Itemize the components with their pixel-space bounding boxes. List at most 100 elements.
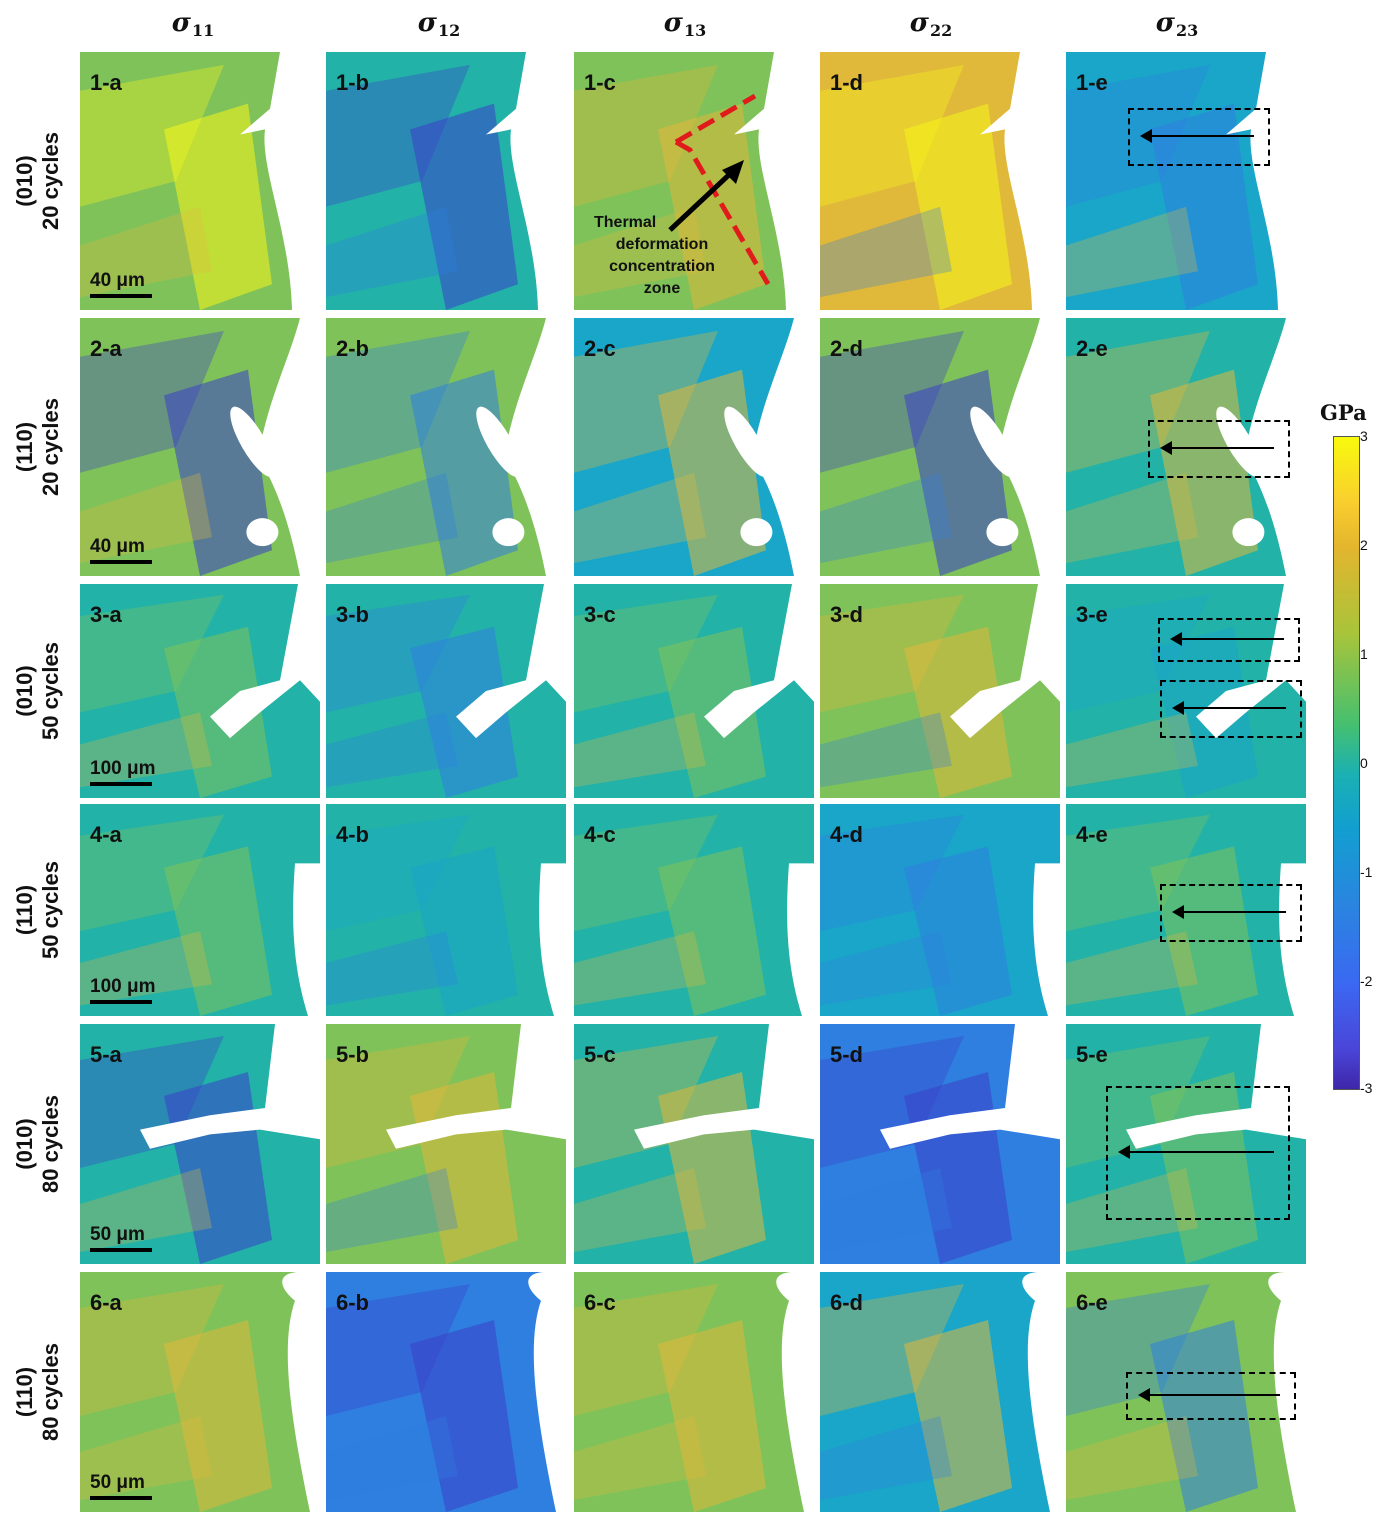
stress-map-panel: 1-a 40 μm <box>80 52 320 310</box>
stress-map-image <box>574 1272 814 1512</box>
column-header-s23: σ23 <box>1155 8 1199 40</box>
scale-bar-label: 40 μm <box>90 270 145 291</box>
stress-map-panel: 6-a 50 μm <box>80 1272 320 1512</box>
stress-map-panel: 5-d <box>820 1024 1060 1264</box>
stress-map-panel: 4-c <box>574 804 814 1016</box>
scale-bar-line <box>90 294 152 298</box>
colorbar-tick: 3 <box>1360 428 1368 444</box>
dashed-region-box <box>1128 108 1270 166</box>
colorbar-tick: -1 <box>1360 864 1373 880</box>
stress-map-image <box>574 584 814 798</box>
scale-bar-label: 100 μm <box>90 976 156 997</box>
left-arrow-icon <box>1172 905 1286 919</box>
panel-label: 3-b <box>336 602 369 627</box>
colorbar-tick: -3 <box>1360 1080 1373 1096</box>
column-header-s13: σ13 <box>663 8 707 40</box>
column-header-s12: σ12 <box>417 8 461 40</box>
stress-map-image <box>326 318 566 576</box>
row-label-6: (110) 80 cycles <box>12 1343 63 1441</box>
colorbar-tick: 0 <box>1360 755 1368 771</box>
panel-label: 2-e <box>1076 336 1108 361</box>
panel-label: 5-a <box>90 1042 122 1067</box>
stress-map-panel: 2-d <box>820 318 1060 576</box>
scale-bar: 100 μm <box>90 758 156 786</box>
panel-label: 5-c <box>584 1042 616 1067</box>
stress-map-image <box>326 52 566 310</box>
panel-label: 5-b <box>336 1042 369 1067</box>
scale-bar-line <box>90 1496 152 1500</box>
stress-map-panel: 4-a 100 μm <box>80 804 320 1016</box>
panel-label: 4-a <box>90 822 122 847</box>
stress-map-image <box>1066 1024 1306 1264</box>
panel-label: 2-d <box>830 336 863 361</box>
panel-label: 4-e <box>1076 822 1108 847</box>
annotation-line: Thermal <box>594 214 657 231</box>
stress-map-image <box>1066 1272 1306 1512</box>
row-label-3: (010) 50 cycles <box>12 642 63 740</box>
dashed-region-box <box>1160 884 1302 942</box>
scale-bar: 50 μm <box>90 1224 152 1252</box>
scale-bar-line <box>90 1248 152 1252</box>
stress-map-image <box>574 318 814 576</box>
panel-label: 2-c <box>584 336 616 361</box>
panel-label: 6-c <box>584 1290 616 1315</box>
panel-label: 3-c <box>584 602 616 627</box>
annotation-line: zone <box>643 280 681 297</box>
stress-map-image <box>326 584 566 798</box>
stress-map-image <box>80 318 320 576</box>
stress-map-image <box>574 804 814 1016</box>
panel-label: 4-c <box>584 822 616 847</box>
row-label-1: (010) 20 cycles <box>12 132 63 230</box>
panel-label: 2-a <box>90 336 122 361</box>
stress-map-panel: 1-e <box>1066 52 1306 310</box>
dashed-region-box <box>1126 1372 1296 1420</box>
panel-label: 6-e <box>1076 1290 1108 1315</box>
scale-bar: 100 μm <box>90 976 156 1004</box>
thermal-zone-annotation: Thermal deformation concentration zone <box>594 212 730 300</box>
stress-map-image <box>80 52 320 310</box>
scale-bar-label: 50 μm <box>90 1224 145 1245</box>
stress-map-panel: 4-b <box>326 804 566 1016</box>
stress-map-image <box>80 584 320 798</box>
annotation-line: deformation <box>615 236 709 253</box>
stress-map-image <box>820 804 1060 1016</box>
panel-label: 6-a <box>90 1290 122 1315</box>
scale-bar: 50 μm <box>90 1472 152 1500</box>
stress-map-panel: 6-e <box>1066 1272 1306 1512</box>
left-arrow-icon <box>1118 1145 1274 1159</box>
stress-map-panel: 6-d <box>820 1272 1060 1512</box>
stress-map-image <box>820 1024 1060 1264</box>
stress-map-image <box>820 318 1060 576</box>
stress-map-image <box>1066 52 1306 310</box>
panel-label: 3-d <box>830 602 863 627</box>
scale-bar: 40 μm <box>90 270 152 298</box>
column-header-s22: σ22 <box>909 8 953 40</box>
left-arrow-icon <box>1170 632 1284 646</box>
stress-map-image <box>80 804 320 1016</box>
scale-bar: 40 μm <box>90 536 152 564</box>
scale-bar-label: 100 μm <box>90 758 156 779</box>
stress-map-panel: 2-b <box>326 318 566 576</box>
panel-label: 6-d <box>830 1290 863 1315</box>
stress-map-panel: 1-b <box>326 52 566 310</box>
panel-label: 2-b <box>336 336 369 361</box>
left-arrow-icon <box>1160 441 1274 455</box>
stress-map-image <box>326 1272 566 1512</box>
panel-label: 5-d <box>830 1042 863 1067</box>
dashed-region-box <box>1106 1086 1290 1220</box>
stress-map-image <box>326 804 566 1016</box>
stress-map-panel: 5-c <box>574 1024 814 1264</box>
stress-map-panel: 1-d <box>820 52 1060 310</box>
stress-map-panel: 5-e <box>1066 1024 1306 1264</box>
colorbar-tick: 1 <box>1360 646 1368 662</box>
colorbar-tick: -2 <box>1360 973 1373 989</box>
stress-map-panel: 2-a 40 μm <box>80 318 320 576</box>
row-label-2: (110) 20 cycles <box>12 398 63 496</box>
panel-label: 4-d <box>830 822 863 847</box>
stress-map-panel: 3-d <box>820 584 1060 798</box>
left-arrow-icon <box>1138 1388 1280 1402</box>
left-arrow-icon <box>1172 701 1286 715</box>
stress-map-panel: 5-a 50 μm <box>80 1024 320 1264</box>
row-label-5: (010) 80 cycles <box>12 1095 63 1193</box>
stress-map-panel: 6-c <box>574 1272 814 1512</box>
